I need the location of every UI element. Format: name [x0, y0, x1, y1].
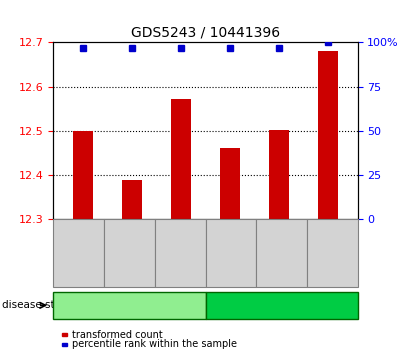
Bar: [269, 130, 289, 219]
Text: GSM567081: GSM567081: [277, 225, 286, 281]
Bar: [122, 179, 142, 219]
Text: GSM567082: GSM567082: [328, 225, 337, 281]
Bar: [171, 99, 191, 219]
Text: control: control: [110, 300, 149, 310]
Text: GSM567080: GSM567080: [226, 225, 236, 281]
Bar: [319, 51, 338, 219]
Text: GSM567074: GSM567074: [74, 225, 83, 281]
Bar: [73, 131, 92, 219]
Text: percentile rank within the sample: percentile rank within the sample: [72, 339, 237, 349]
Text: disease state: disease state: [2, 300, 72, 310]
Text: transformed count: transformed count: [72, 330, 163, 339]
Text: arthritis: arthritis: [259, 300, 304, 310]
Text: GSM567075: GSM567075: [125, 225, 134, 281]
Title: GDS5243 / 10441396: GDS5243 / 10441396: [131, 26, 280, 40]
Bar: [220, 148, 240, 219]
Text: GSM567076: GSM567076: [175, 225, 185, 281]
